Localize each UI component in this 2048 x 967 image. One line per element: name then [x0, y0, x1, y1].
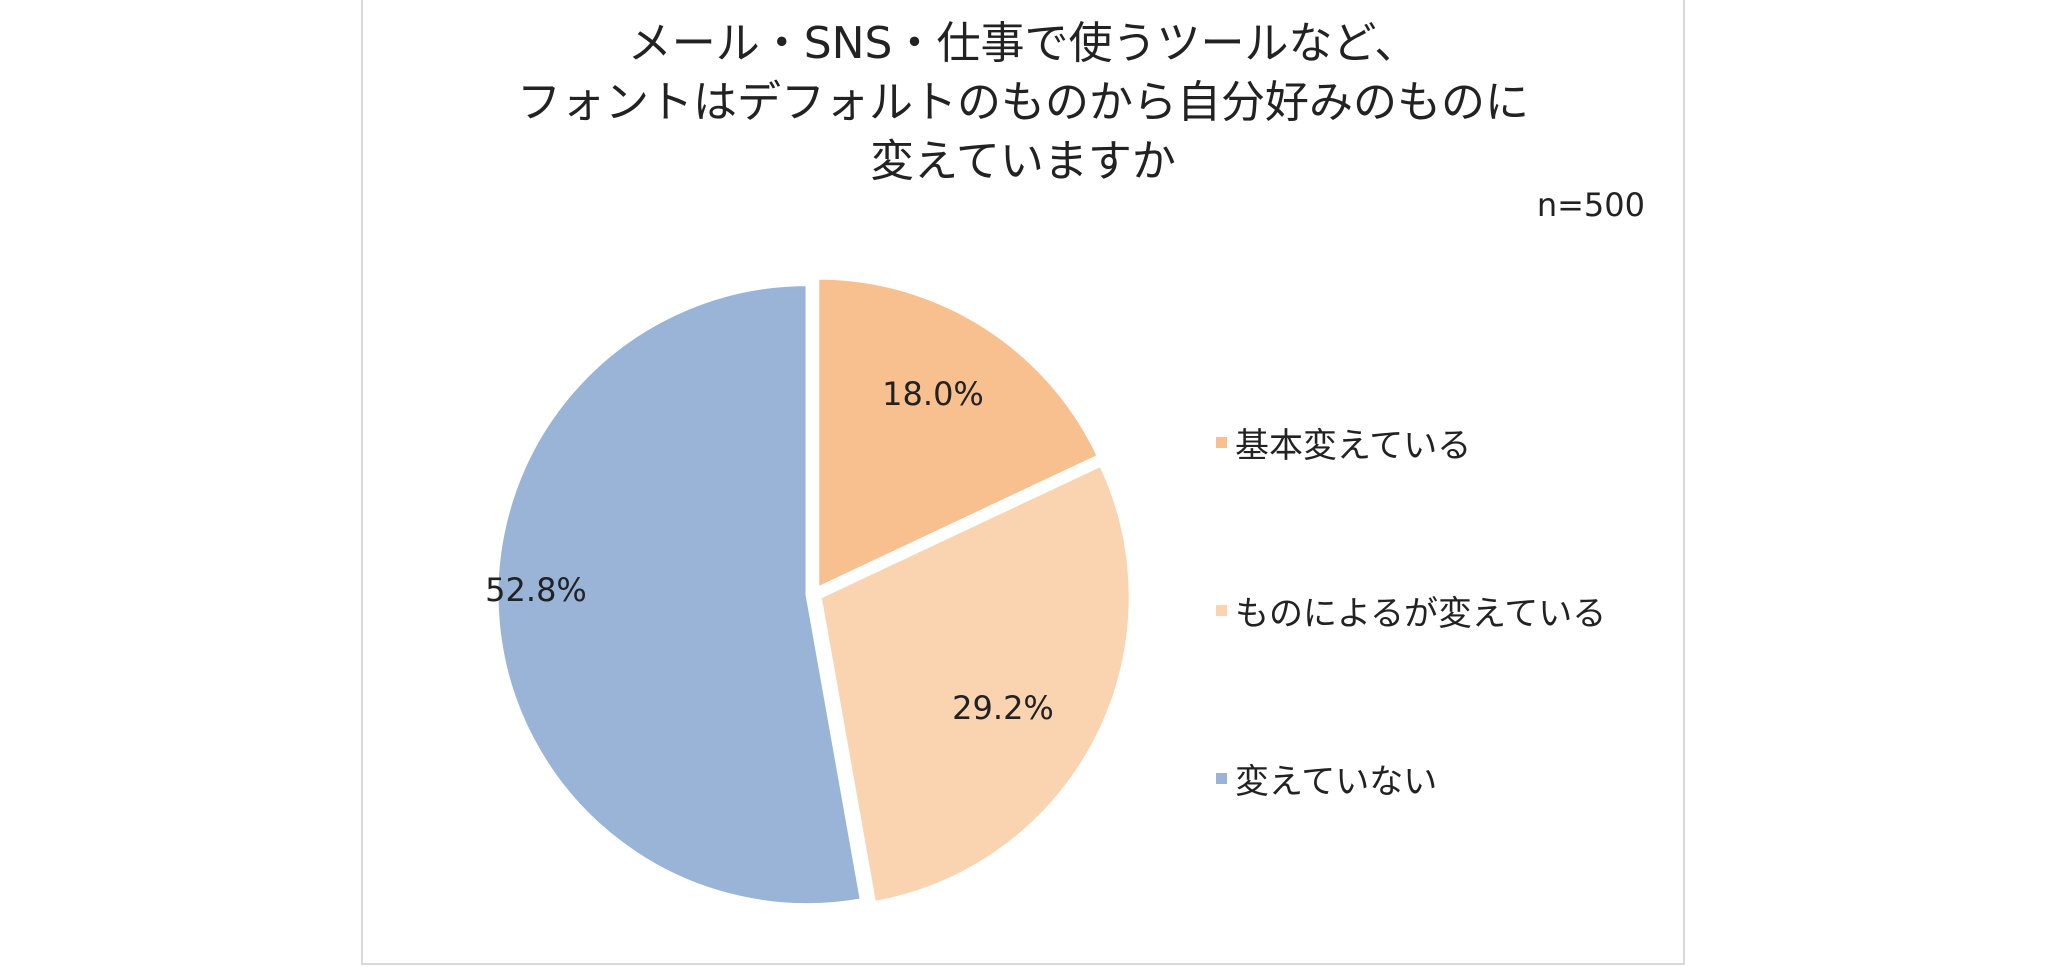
pie-slice-3: [495, 283, 864, 907]
slice-value-label-1: 18.0%: [882, 375, 984, 413]
legend-item-1: 基本変えている: [1216, 418, 1471, 467]
legend-label-3: 変えていない: [1235, 762, 1438, 802]
legend-label-1: 基本変えている: [1235, 426, 1472, 466]
pie-slice-2: [818, 463, 1132, 905]
legend-item-2: ものによるが変えている: [1216, 586, 1606, 635]
chart-title-line-2: フォントはデフォルトのものから自分好みのものに: [517, 77, 1529, 128]
legend-swatch-3: [1216, 773, 1227, 784]
legend-swatch-2: [1216, 605, 1227, 616]
chart-frame: メール・SNS・仕事で使うツールなど、 フォントはデフォルトのものから自分好みの…: [361, 0, 1685, 965]
legend-swatch-1: [1216, 437, 1227, 448]
slice-value-label-2: 29.2%: [952, 689, 1054, 727]
pie-slice-1: [816, 276, 1101, 591]
sample-size-label: n=500: [1536, 186, 1645, 224]
slice-value-label-3: 52.8%: [485, 571, 587, 609]
chart-title-line-1: メール・SNS・仕事で使うツールなど、: [627, 18, 1419, 69]
legend-label-2: ものによるが変えている: [1235, 594, 1607, 634]
legend-item-3: 変えていない: [1216, 754, 1437, 803]
chart-title-line-3: 変えていますか: [870, 136, 1176, 187]
pie-chart: 18.0% 29.2% 52.8%: [485, 276, 1132, 907]
chart-title: メール・SNS・仕事で使うツールなど、 フォントはデフォルトのものから自分好みの…: [363, 14, 1683, 191]
